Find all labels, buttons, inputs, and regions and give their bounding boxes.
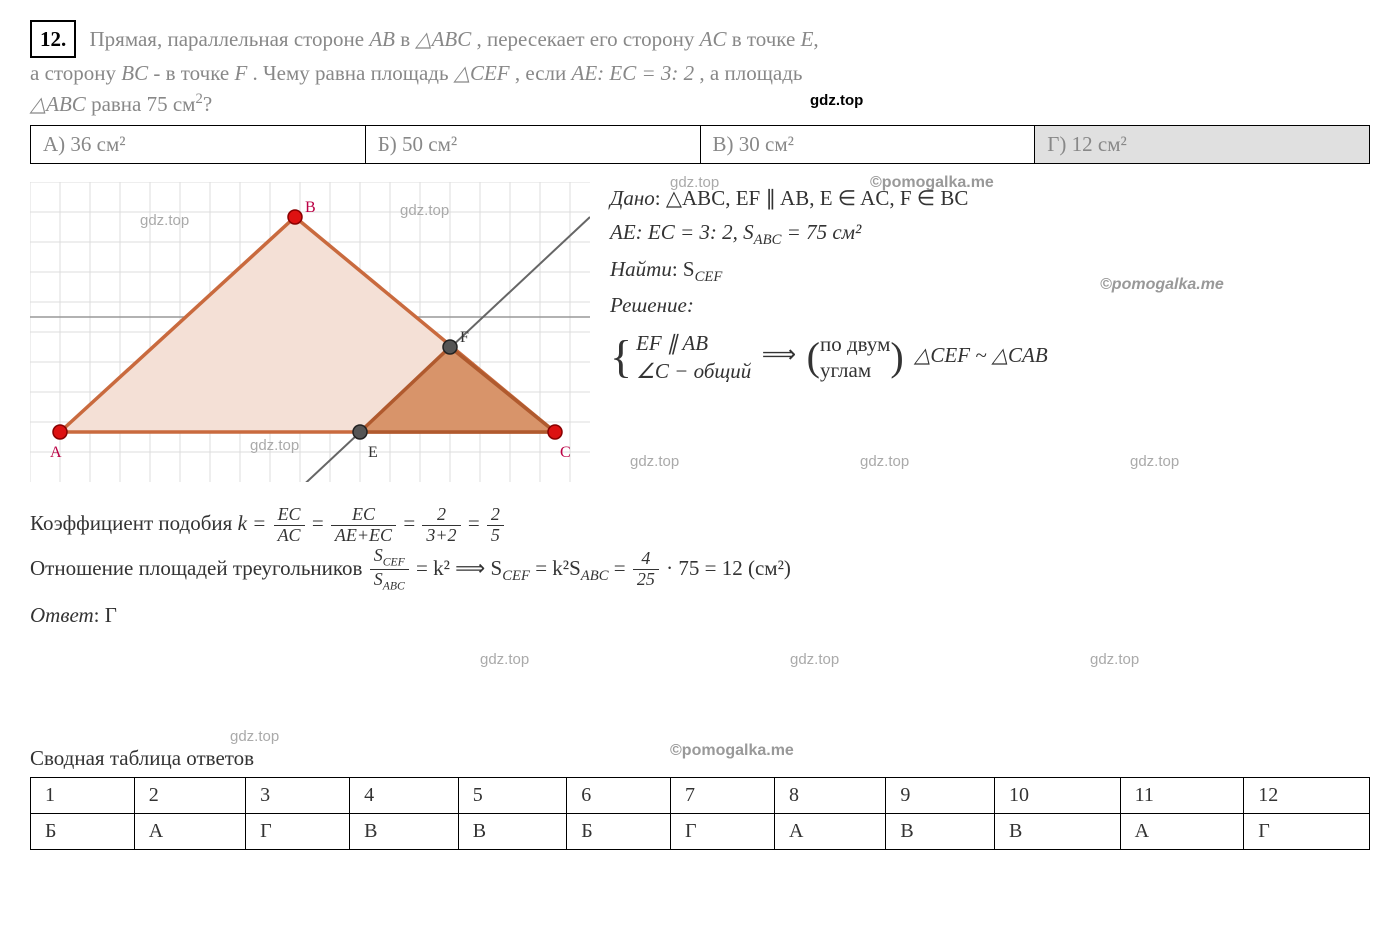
summary-col-val: А — [775, 813, 886, 849]
summary-title: gdz.top ©pomogalka.me Сводная таблица от… — [30, 746, 1370, 771]
summary-col-num: 6 — [567, 777, 671, 813]
svg-text:E: E — [368, 444, 378, 461]
watermark-gdz: gdz.top — [480, 651, 529, 668]
watermark-gdz: gdz.top — [400, 202, 449, 219]
option-b: Б) 50 см² — [365, 126, 700, 164]
svg-text:F: F — [460, 329, 469, 346]
solution-continued: Коэффициент подобия k = ECAC = ECAE+EC =… — [30, 502, 1370, 635]
summary-col-num: 12 — [1244, 777, 1370, 813]
problem-number: 12. — [30, 20, 76, 58]
watermark-gdz: gdz.top — [810, 90, 863, 112]
watermark-gdz: gdz.top — [1090, 651, 1139, 668]
summary-col-val: Г — [246, 813, 350, 849]
summary-col-val: Б — [567, 813, 671, 849]
watermark-pom: ©pomogalka.me — [670, 742, 794, 760]
watermark-gdz: gdz.top — [140, 212, 189, 229]
summary-col-num: 4 — [350, 777, 459, 813]
summary-col-val: В — [350, 813, 459, 849]
svg-text:A: A — [50, 444, 62, 461]
summary-col-num: 9 — [886, 777, 995, 813]
triangle-svg: A B C E F — [30, 182, 590, 482]
summary-col-val: Г — [1244, 813, 1370, 849]
summary-col-num: 7 — [671, 777, 775, 813]
summary-col-num: 1 — [31, 777, 135, 813]
summary-col-val: В — [458, 813, 567, 849]
watermark-gdz: gdz.top — [250, 437, 299, 454]
option-v: В) 30 см² — [700, 126, 1035, 164]
watermark-gdz: gdz.top — [1130, 453, 1179, 470]
watermark-gdz: gdz.top — [230, 728, 279, 745]
watermark-gdz: gdz.top — [630, 453, 679, 470]
summary-col-num: 8 — [775, 777, 886, 813]
watermark-pom: ©pomogalka.me — [1100, 272, 1224, 298]
summary-col-val: Г — [671, 813, 775, 849]
diagram: gdz.top gdz.top gdz.top — [30, 182, 590, 488]
problem-statement: 12. Прямая, параллельная стороне AB в △A… — [30, 20, 1370, 119]
summary-col-val: Б — [31, 813, 135, 849]
summary-col-val: В — [994, 813, 1120, 849]
summary-col-val: В — [886, 813, 995, 849]
summary-col-num: 2 — [134, 777, 245, 813]
summary-col-num: 11 — [1120, 777, 1244, 813]
summary-col-val: А — [1120, 813, 1244, 849]
svg-text:B: B — [305, 199, 316, 216]
watermark-gdz: gdz.top — [790, 651, 839, 668]
summary-col-num: 10 — [994, 777, 1120, 813]
summary-table: 123456789101112 БАГВВБГАВВАГ — [30, 777, 1370, 850]
watermark-gdz: gdz.top — [860, 453, 909, 470]
summary-col-num: 5 — [458, 777, 567, 813]
option-a: А) 36 см² — [31, 126, 366, 164]
summary-col-num: 3 — [246, 777, 350, 813]
option-g: Г) 12 см² — [1035, 126, 1370, 164]
options-table: А) 36 см² Б) 50 см² В) 30 см² Г) 12 см² — [30, 125, 1370, 164]
summary-col-val: А — [134, 813, 245, 849]
svg-text:C: C — [560, 444, 571, 461]
solution-block: ©pomogalka.me Дано: △ABC, EF ∥ AB, E ∈ A… — [610, 182, 1370, 385]
